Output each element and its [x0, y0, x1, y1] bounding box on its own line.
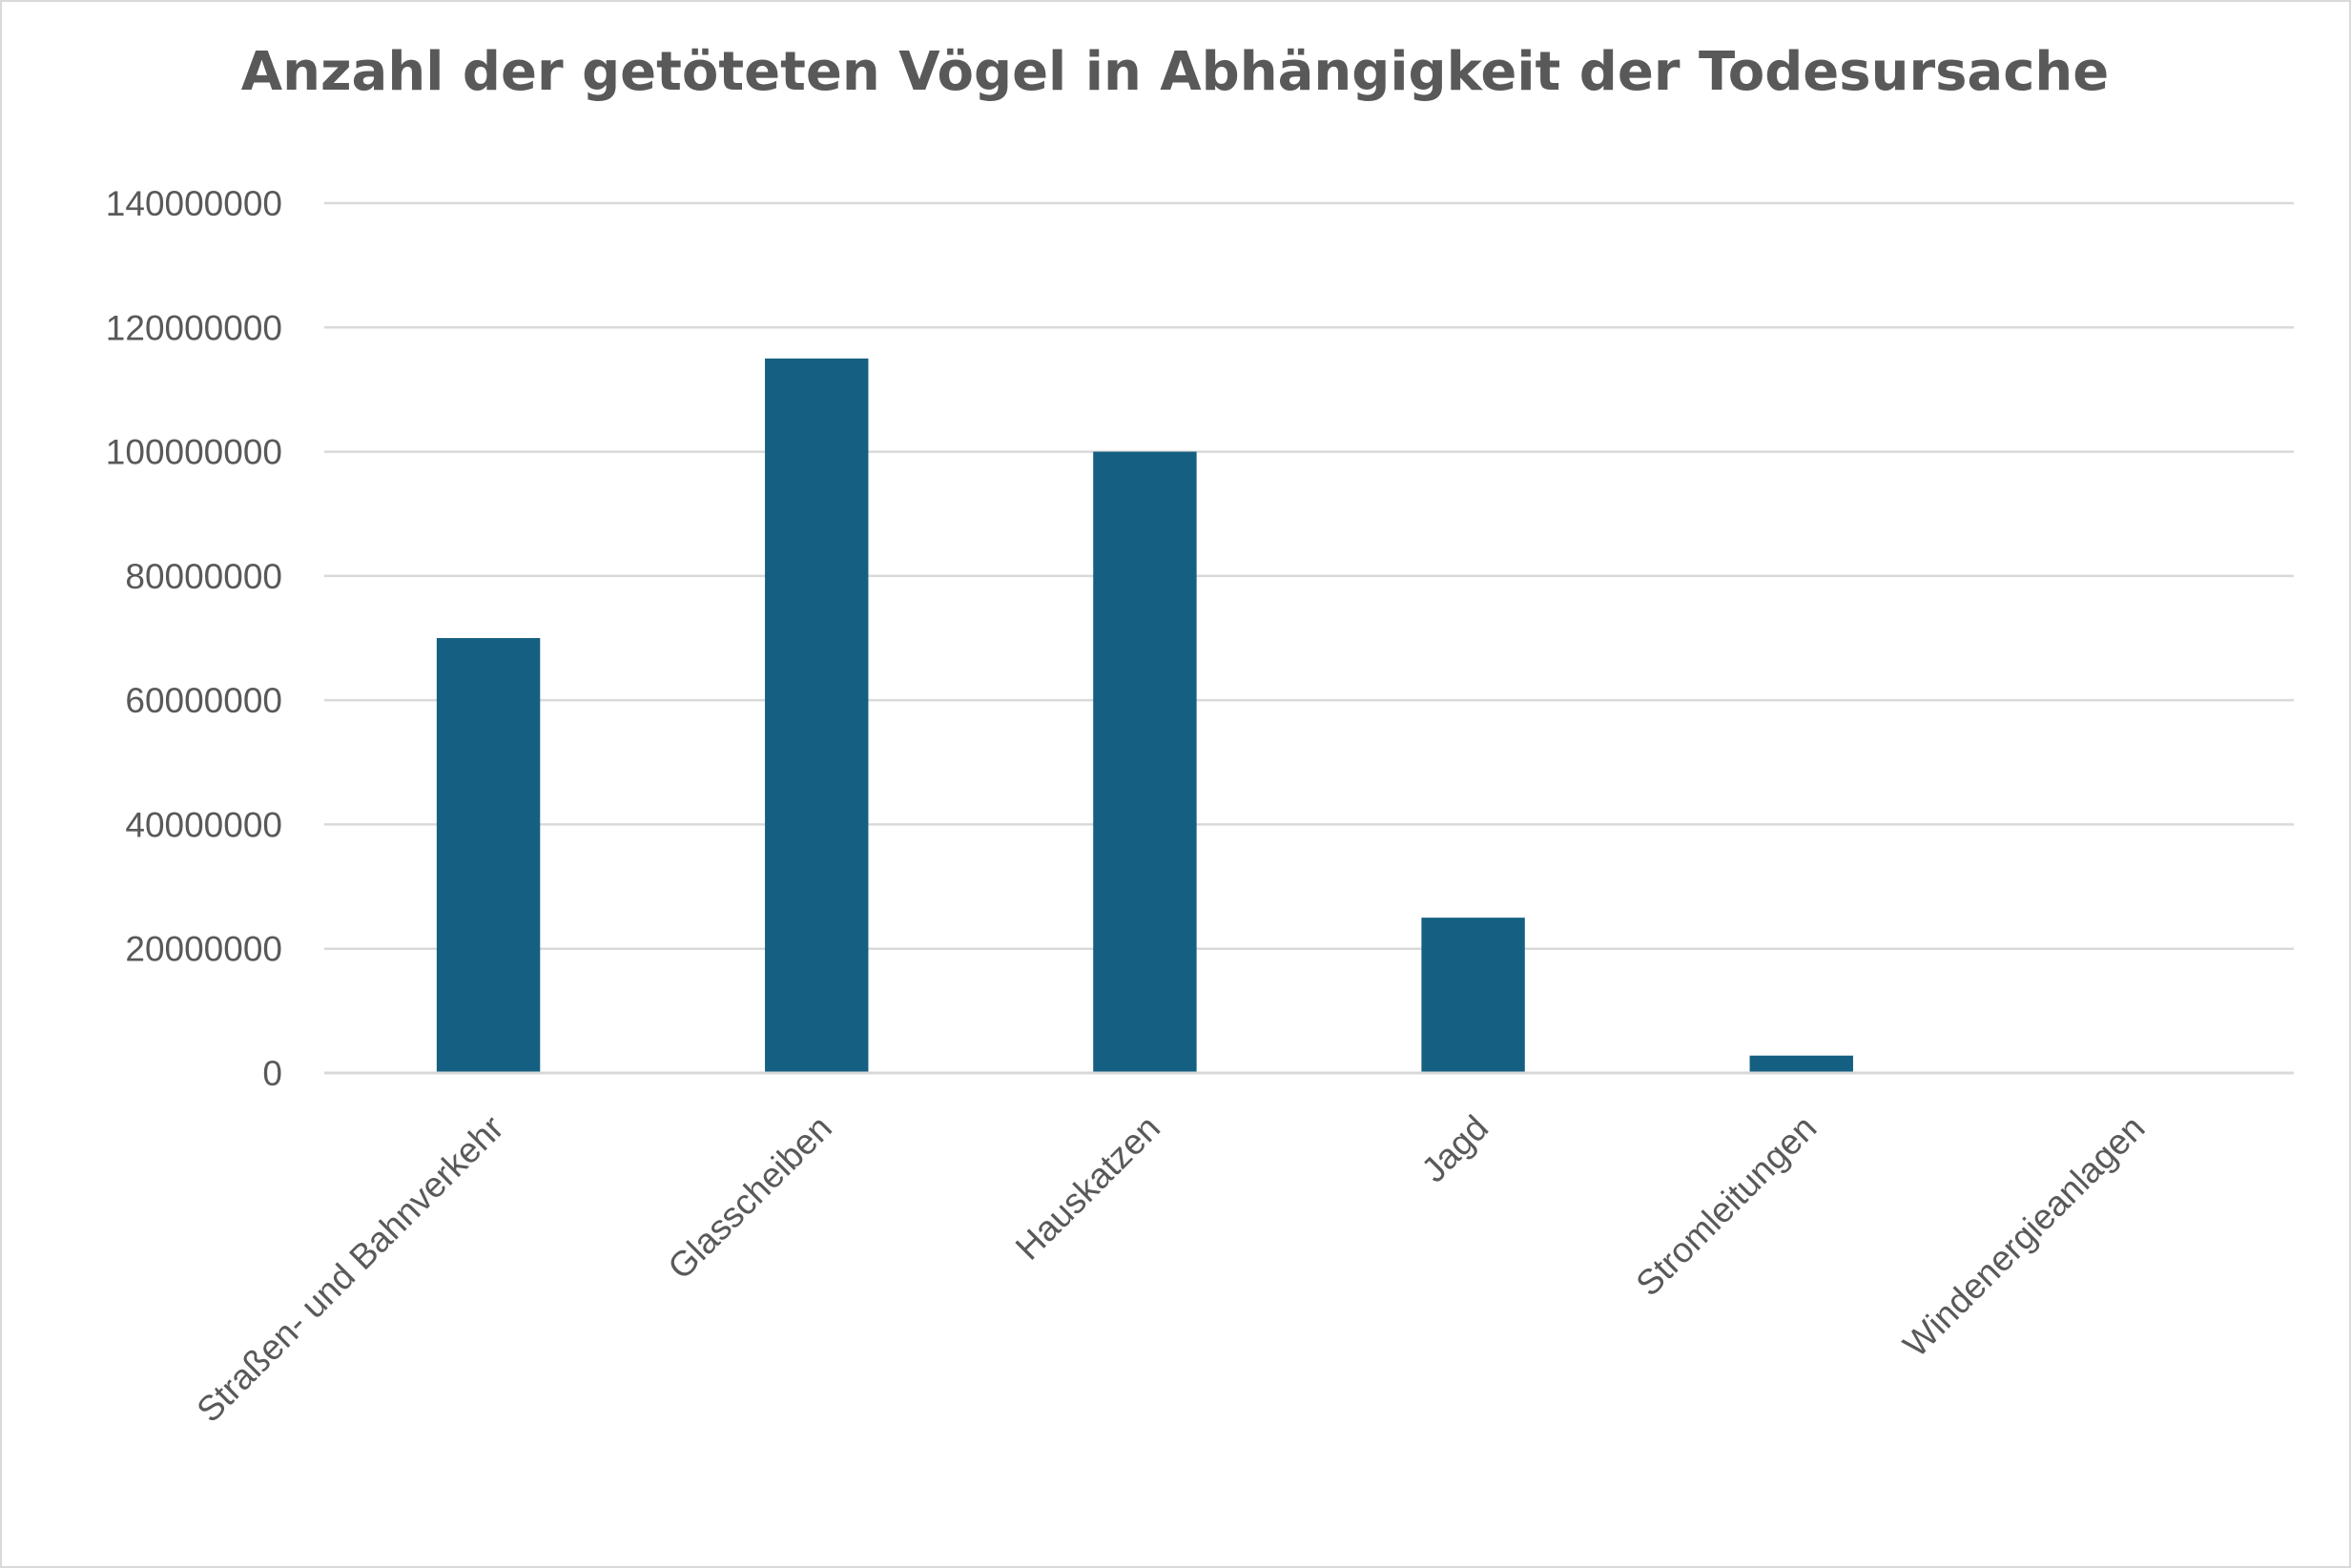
bar — [436, 638, 541, 1073]
y-tick-label: 120000000 — [106, 308, 282, 347]
bar — [765, 358, 869, 1073]
x-category-label: Stromleitungen — [1628, 1108, 1824, 1304]
y-tick-label: 20000000 — [125, 930, 282, 969]
x-category-label: Windenergieanlagen — [1896, 1108, 2153, 1365]
y-tick-label: 100000000 — [106, 433, 282, 472]
y-axis-ticks: 0 20000000 40000000 60000000 80000000 1000000… — [106, 184, 282, 1093]
x-category-label: Jagd — [1414, 1108, 1496, 1190]
y-tick-label: 140000000 — [106, 184, 282, 223]
bar — [1421, 918, 1525, 1073]
gridlines — [324, 201, 2294, 950]
bars — [436, 358, 2182, 1074]
x-category-label: Hauskatzen — [1008, 1108, 1167, 1268]
chart-title: Anzahl der getöteten Vögel in Abhängigke… — [241, 41, 2110, 103]
bar — [1749, 1055, 1853, 1073]
x-category-label: Straßen- und Bahnverkehr — [189, 1108, 510, 1430]
x-category-label: Glasscheiben — [660, 1108, 839, 1288]
y-tick-label: 60000000 — [125, 681, 282, 720]
x-axis-labels: Straßen- und Bahnverkehr Glasscheiben Haus… — [189, 1108, 2152, 1430]
y-tick-label: 80000000 — [125, 557, 282, 596]
bar — [1093, 451, 1197, 1074]
y-tick-label: 40000000 — [125, 805, 282, 844]
y-tick-label: 0 — [262, 1054, 282, 1093]
